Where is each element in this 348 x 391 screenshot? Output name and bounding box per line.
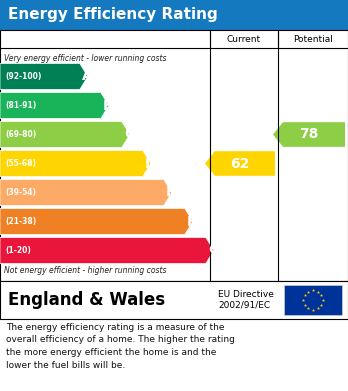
Text: (92-100): (92-100) bbox=[5, 72, 41, 81]
Text: (55-68): (55-68) bbox=[5, 159, 36, 168]
Text: The energy efficiency rating is a measure of the
overall efficiency of a home. T: The energy efficiency rating is a measur… bbox=[6, 323, 235, 369]
Bar bbox=[0, 30, 348, 281]
Bar bbox=[284, 285, 342, 315]
Text: (81-91): (81-91) bbox=[5, 101, 36, 110]
Text: 78: 78 bbox=[299, 127, 319, 142]
Bar bbox=[0, 0, 348, 30]
Bar bbox=[0, 281, 348, 319]
Text: G: G bbox=[208, 244, 219, 258]
Polygon shape bbox=[0, 63, 88, 90]
Text: Not energy efficient - higher running costs: Not energy efficient - higher running co… bbox=[4, 266, 166, 275]
Polygon shape bbox=[0, 122, 130, 147]
Text: England & Wales: England & Wales bbox=[8, 291, 165, 309]
Text: EU Directive
2002/91/EC: EU Directive 2002/91/EC bbox=[218, 290, 274, 310]
Text: Potential: Potential bbox=[293, 34, 333, 43]
Polygon shape bbox=[0, 93, 109, 118]
Text: B: B bbox=[103, 99, 113, 113]
Text: Energy Efficiency Rating: Energy Efficiency Rating bbox=[8, 7, 218, 23]
Text: (1-20): (1-20) bbox=[5, 246, 31, 255]
Polygon shape bbox=[0, 237, 214, 264]
Text: Current: Current bbox=[227, 34, 261, 43]
Text: F: F bbox=[187, 215, 196, 228]
Polygon shape bbox=[0, 208, 193, 235]
Text: C: C bbox=[124, 127, 134, 142]
Polygon shape bbox=[0, 179, 172, 206]
Text: (39-54): (39-54) bbox=[5, 188, 36, 197]
Text: D: D bbox=[145, 156, 156, 170]
Polygon shape bbox=[273, 122, 345, 147]
Polygon shape bbox=[205, 151, 275, 176]
Text: E: E bbox=[166, 185, 175, 199]
Polygon shape bbox=[0, 151, 151, 176]
Text: 62: 62 bbox=[230, 156, 250, 170]
Text: (69-80): (69-80) bbox=[5, 130, 36, 139]
Text: Very energy efficient - lower running costs: Very energy efficient - lower running co… bbox=[4, 54, 166, 63]
Text: (21-38): (21-38) bbox=[5, 217, 36, 226]
Text: A: A bbox=[82, 70, 93, 84]
